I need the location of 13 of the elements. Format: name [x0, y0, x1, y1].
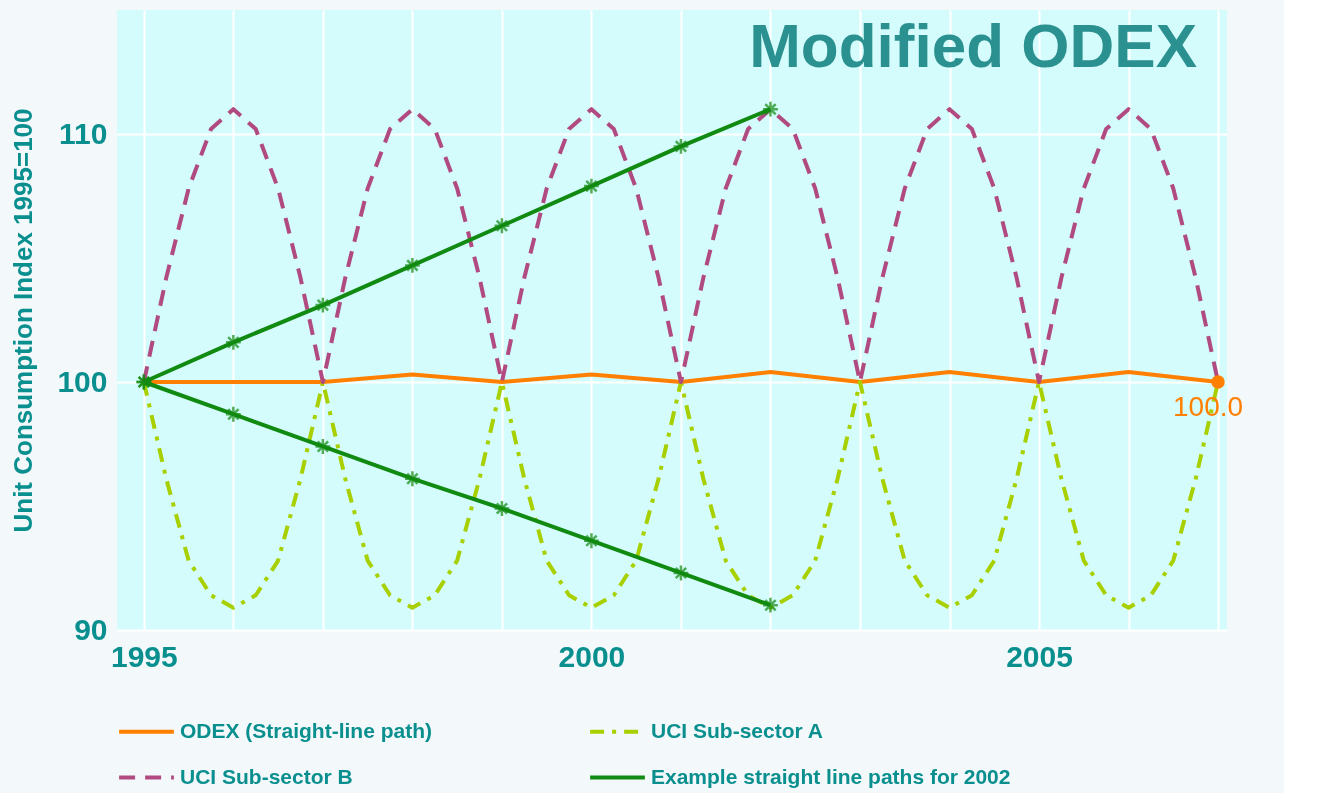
y-tick-label: 90	[74, 612, 108, 646]
chart-title: Modified ODEX	[749, 11, 1197, 80]
x-tick-label: 1995	[110, 639, 178, 673]
legend-label: Example straight line paths for 2002	[651, 764, 1011, 788]
data-label: 100.0	[1173, 391, 1244, 422]
y-axis-title: Unit Consumption Index 1995=100	[8, 108, 39, 533]
y-tick-label: 110	[59, 116, 108, 150]
legend-label: UCI Sub-sector B	[180, 764, 353, 788]
x-tick-label: 2000	[558, 639, 626, 673]
legend-label: ODEX (Straight-line path)	[180, 718, 432, 742]
x-tick-label: 2005	[1006, 639, 1073, 673]
y-tick-label: 100	[57, 364, 108, 398]
legend-label: UCI Sub-sector A	[651, 718, 823, 742]
